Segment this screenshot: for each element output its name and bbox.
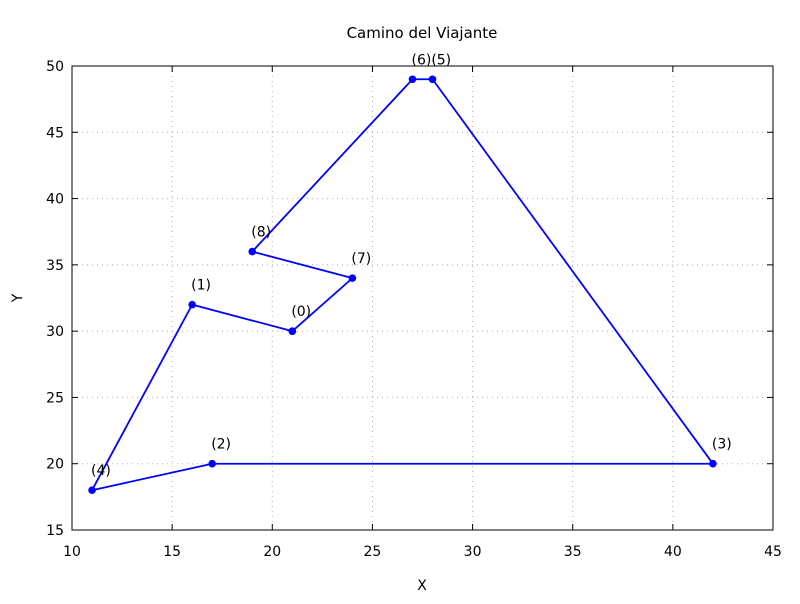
x-tick-label: 10 — [63, 544, 81, 560]
data-point — [428, 75, 437, 84]
y-tick-label: 15 — [46, 523, 64, 539]
data-point — [88, 486, 96, 495]
data-point — [709, 459, 717, 468]
point-labels: (0) (1) (4) (2) (3) (6)(5) (8) (7) — [91, 52, 732, 479]
data-point — [408, 75, 417, 84]
y-tick-label: 35 — [46, 258, 64, 274]
point-label: (0) — [291, 304, 311, 320]
data-point — [208, 459, 216, 468]
y-tick-label: 25 — [46, 390, 64, 406]
point-label: (7) — [351, 251, 371, 267]
plot-border — [71, 65, 774, 531]
data-point — [348, 274, 357, 282]
plot-frame — [71, 65, 774, 531]
y-axis-label: Y — [10, 293, 26, 303]
series-layer — [88, 75, 717, 495]
y-tick-label: 40 — [46, 192, 64, 208]
grid — [72, 66, 773, 530]
x-tick-label: 35 — [564, 544, 582, 560]
data-point — [188, 300, 196, 309]
x-tick-label: 40 — [664, 544, 682, 560]
y-tick-label: 50 — [46, 59, 64, 75]
x-tick-label: 25 — [364, 544, 382, 560]
data-point — [248, 247, 257, 256]
y-tick-label: 20 — [46, 457, 64, 473]
point-label: (1) — [191, 278, 211, 294]
tick-labels: 10 15 20 25 30 35 40 45 15 20 25 30 35 40 45 50 — [46, 59, 782, 560]
point-label: (4) — [91, 463, 111, 479]
x-tick-label: 45 — [764, 544, 782, 560]
chart-title: Camino del Viajante — [347, 24, 498, 42]
x-tick-label: 15 — [163, 544, 181, 560]
point-label: (3) — [712, 437, 732, 453]
x-tick-label: 30 — [464, 544, 482, 560]
y-tick-label: 45 — [46, 125, 64, 141]
point-label: (6)(5) — [411, 52, 451, 68]
data-point — [288, 327, 297, 335]
x-axis-label: X — [417, 578, 427, 594]
x-tick-label: 20 — [263, 544, 281, 560]
point-label: (8) — [251, 225, 271, 241]
y-tick-label: 30 — [46, 324, 64, 340]
point-label: (2) — [211, 437, 231, 453]
series-line — [91, 78, 714, 492]
